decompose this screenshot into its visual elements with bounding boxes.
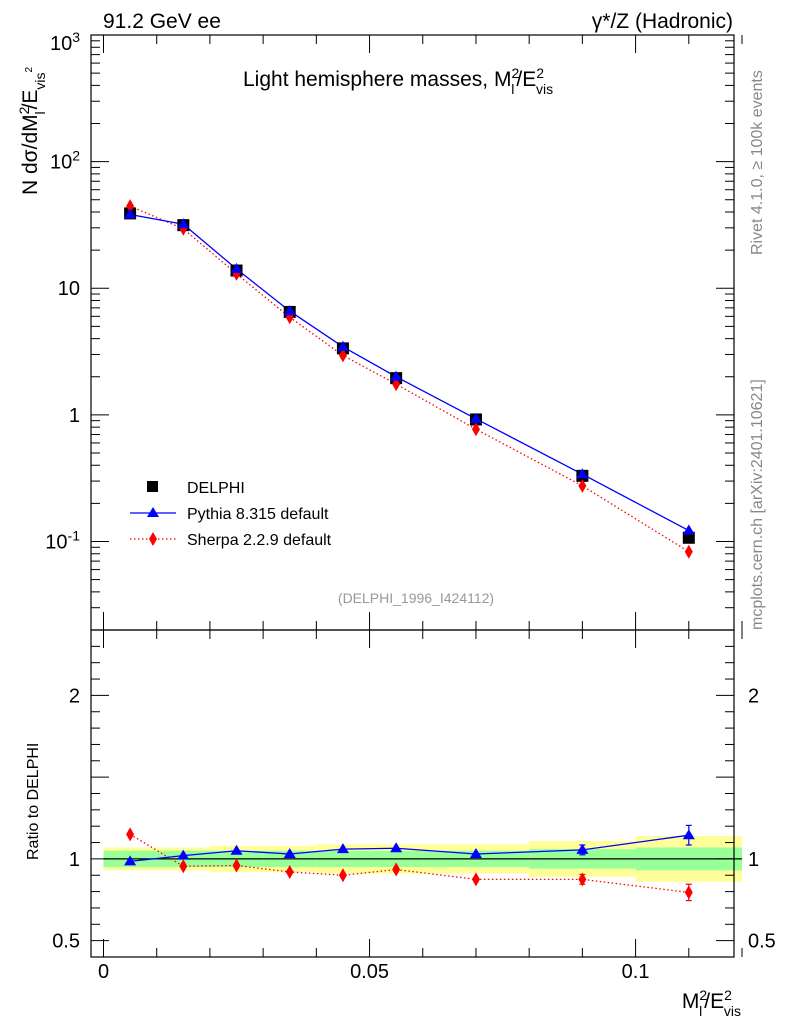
sherpa-ratio-point	[285, 864, 294, 879]
sherpa-point	[471, 422, 480, 437]
pythia-point	[469, 412, 482, 423]
ratio-y-tick-label: 2	[69, 685, 80, 707]
pythia-ratio-point	[124, 855, 137, 866]
ratio-y-tick-label: 1	[69, 849, 80, 871]
pythia-ratio-point	[283, 847, 296, 858]
sherpa-ratio-point	[179, 859, 188, 874]
pythia-ratio-point	[682, 829, 695, 840]
analysis-id-label: (DELPHI_1996_I424112)	[338, 590, 494, 606]
x-tick-label: 0.05	[350, 961, 389, 983]
legend-label-pythia: Pythia 8.315 default	[187, 506, 329, 523]
ratio-y-tick-label-right: 2	[748, 685, 759, 707]
ratio-y-tick-label-right: 1	[748, 849, 759, 871]
y-tick-label: 10	[58, 278, 80, 300]
pythia-ratio-point	[230, 844, 243, 855]
delphi-point	[682, 531, 695, 544]
sherpa-ratio-point	[126, 827, 135, 842]
main-panel: Light hemisphere masses, M2 l/E2 vis (DELP…	[16, 29, 743, 631]
pythia-point	[576, 468, 589, 479]
sherpa-ratio-point	[392, 862, 401, 877]
legend-label-sherpa: Sherpa 2.2.9 default	[187, 532, 332, 549]
ratio-panel: Ratio to DELPHI 0 0.05 0.1 0.5 0.5 1 1 2 2 M2 l/E…	[25, 629, 776, 1019]
chart-title: Light hemisphere masses, M2 l/E2 vis	[243, 65, 553, 97]
ratio-y-tick-label-right: 0.5	[748, 931, 776, 953]
x-tick-label: 0.1	[622, 961, 650, 983]
pythia-point	[682, 524, 695, 535]
sherpa-point	[684, 544, 693, 559]
pythia-point	[124, 208, 137, 219]
x-axis-label: M2 l/E2 vis	[682, 987, 741, 1019]
pythia-point	[230, 262, 243, 273]
y-axis-label: N dσ/dM2l/Evis2	[16, 66, 48, 195]
sherpa-point	[578, 478, 587, 493]
legend: DELPHI Pythia 8.315 default Sherpa 2.2.9…	[130, 480, 332, 549]
pythia-ratio-point	[177, 849, 190, 860]
legend-marker-pythia	[147, 507, 159, 517]
pythia-ratio-point	[390, 842, 403, 853]
pythia-ratio-point	[469, 847, 482, 858]
ratio-y-tick-label: 0.5	[52, 931, 80, 953]
ratio-frame	[90, 629, 735, 958]
header-right: γ*/Z (Hadronic)	[592, 10, 733, 33]
sherpa-ratio-point	[232, 858, 241, 873]
legend-marker-delphi	[147, 481, 158, 492]
sherpa-ratio-point	[471, 872, 480, 887]
y-tick-label: 10-1	[45, 527, 80, 553]
pythia-ratio-point	[576, 843, 589, 854]
x-tick-label: 0	[98, 961, 109, 983]
header-left: 91.2 GeV ee	[103, 10, 221, 33]
sherpa-line	[129, 205, 690, 553]
y-tick-label: 102	[50, 148, 80, 174]
pythia-point	[177, 218, 190, 229]
sherpa-point	[338, 348, 347, 363]
mcplots-label: mcplots.cern.ch [arXiv:2401.10621]	[749, 379, 766, 630]
sherpa-point	[126, 199, 135, 214]
y-tick-label: 1	[69, 405, 80, 427]
sherpa-ratio-point	[578, 872, 587, 887]
sherpa-ratio-point	[684, 885, 693, 900]
sherpa-ratio-point	[338, 868, 347, 883]
ratio-y-axis-label: Ratio to DELPHI	[25, 743, 42, 860]
y-tick-label-top: 103	[50, 29, 80, 55]
legend-marker-sherpa	[149, 532, 157, 546]
pythia-point	[283, 305, 296, 316]
rivet-version-label: Rivet 4.1.0, ≥ 100k events	[749, 70, 766, 255]
legend-label-delphi: DELPHI	[187, 480, 245, 497]
pythia-ratio-point	[336, 843, 349, 854]
pythia-point	[390, 370, 403, 381]
pythia-point	[336, 340, 349, 351]
